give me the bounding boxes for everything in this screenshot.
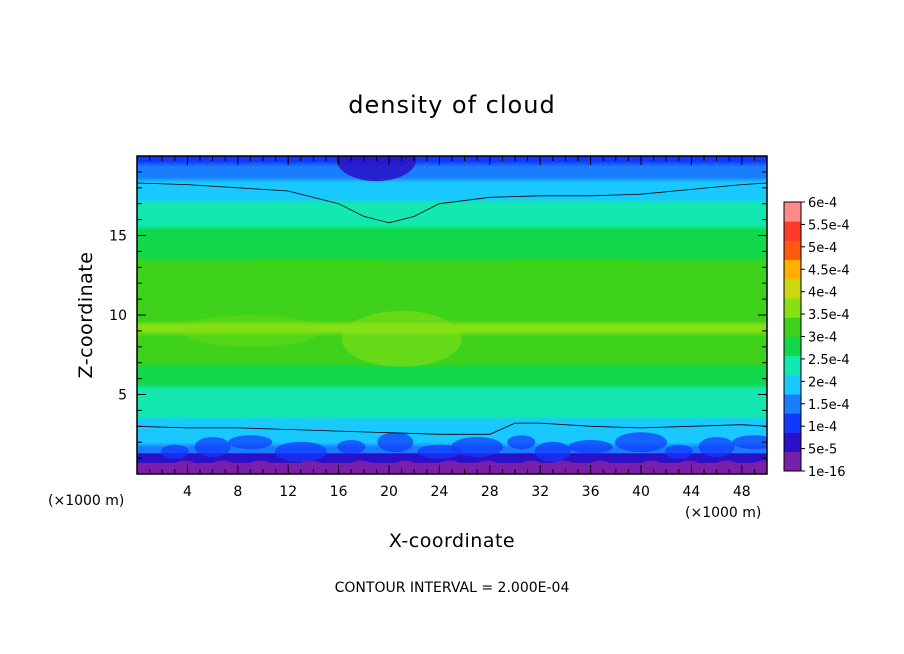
turbulence-blob bbox=[228, 435, 273, 450]
colorbar-label: 5.5e-4 bbox=[808, 218, 850, 233]
turbulence-blob bbox=[698, 436, 735, 457]
turbulence-blob bbox=[337, 439, 366, 454]
x-tick-label: 44 bbox=[682, 484, 700, 500]
ground-blob bbox=[212, 460, 233, 469]
colorbar-swatch bbox=[784, 413, 801, 433]
top-low-density bbox=[336, 156, 417, 182]
contour-lines bbox=[137, 182, 767, 435]
turbulence-blob bbox=[417, 444, 462, 459]
turbulence-blob bbox=[451, 436, 504, 457]
x-tick-label: 32 bbox=[531, 484, 549, 500]
colorbar-swatch bbox=[784, 336, 801, 357]
colorbar-swatch bbox=[784, 202, 801, 222]
y-axis-label: Z-coordinate bbox=[75, 252, 97, 379]
y-tick-label: 15 bbox=[109, 229, 127, 245]
colorbar-swatch bbox=[784, 355, 801, 376]
colorbar-swatch bbox=[784, 240, 801, 261]
colorbar-label: 4.5e-4 bbox=[808, 263, 850, 278]
turbulence-blob bbox=[534, 441, 571, 462]
turbulence-blob bbox=[194, 436, 231, 457]
density-field-detail bbox=[137, 156, 767, 474]
turbulence-blob bbox=[507, 435, 536, 450]
colorbar-label: 1e-4 bbox=[808, 420, 837, 435]
colorbar: 1e-16 5e-5 1e-4 1.5e-4 2e-4 2.5e-4 3e-4 3.5e-4 4… bbox=[783, 196, 850, 480]
turbulence-blob bbox=[615, 432, 667, 453]
colorbar-swatch bbox=[784, 451, 801, 472]
y-tick-label: 5 bbox=[118, 388, 127, 404]
turbulence-blob bbox=[160, 444, 189, 459]
ground-blob bbox=[174, 460, 195, 469]
colorbar-swatch bbox=[784, 394, 801, 414]
colorbar-swatch bbox=[784, 278, 801, 299]
y-tick-label: 10 bbox=[109, 308, 127, 324]
ground-blob bbox=[477, 460, 498, 469]
x-axis-ticks: 4 8 12 16 20 24 28 32 36 40 44 48 bbox=[149, 156, 755, 500]
density-field bbox=[137, 156, 767, 474]
x-tick-label: 20 bbox=[380, 484, 398, 500]
x-tick-label: 24 bbox=[430, 484, 448, 500]
colorbar-label: 1.5e-4 bbox=[808, 398, 850, 413]
x-tick-label: 8 bbox=[233, 484, 242, 500]
ground-blob bbox=[552, 460, 573, 469]
colorbar-swatch bbox=[784, 221, 801, 241]
ground-blob bbox=[590, 460, 611, 469]
plot-area bbox=[137, 156, 767, 474]
x-unit-label-right: (×1000 m) bbox=[685, 505, 761, 521]
ground-blob bbox=[395, 460, 416, 469]
ground-blob bbox=[300, 460, 321, 469]
colorbar-label: 2e-4 bbox=[808, 375, 837, 390]
colorbar-label: 2.5e-4 bbox=[808, 353, 850, 368]
x-tick-label: 16 bbox=[330, 484, 348, 500]
x-tick-label: 40 bbox=[632, 484, 650, 500]
ground-blob bbox=[754, 460, 767, 469]
colorbar-label: 5e-5 bbox=[808, 443, 837, 458]
colorbar-label: 3.5e-4 bbox=[808, 308, 850, 323]
high-density-band bbox=[180, 314, 321, 347]
colorbar-label: 3e-4 bbox=[808, 331, 837, 346]
x-tick-label: 4 bbox=[183, 484, 192, 500]
ground-blob bbox=[250, 460, 271, 469]
turbulence-blob bbox=[664, 444, 693, 459]
contour-line-0 bbox=[137, 422, 767, 435]
ground-blob bbox=[716, 460, 737, 469]
colorbar-label: 5e-4 bbox=[808, 241, 837, 256]
turbulence-blob bbox=[377, 432, 414, 453]
contour-interval-note: CONTOUR INTERVAL = 2.000E-04 bbox=[335, 580, 570, 596]
colorbar-swatch bbox=[784, 374, 801, 395]
ground-blob bbox=[439, 460, 460, 469]
turbulence-blob bbox=[732, 435, 767, 450]
x-tick-label: 48 bbox=[733, 484, 751, 500]
turbulence-blob bbox=[274, 441, 327, 462]
ground-blob bbox=[641, 460, 662, 469]
turbulence-blob bbox=[568, 439, 613, 454]
x-tick-label: 12 bbox=[279, 484, 297, 500]
x-axis-label: X-coordinate bbox=[389, 530, 515, 552]
colorbar-label: 4e-4 bbox=[808, 286, 837, 301]
colorbar-swatch bbox=[784, 317, 801, 337]
y-axis-ticks: 5 10 15 bbox=[109, 171, 767, 459]
contour-line-1 bbox=[137, 182, 767, 224]
x-tick-label: 28 bbox=[481, 484, 499, 500]
x-tick-label: 36 bbox=[582, 484, 600, 500]
ground-blob bbox=[351, 460, 372, 469]
colorbar-label: 1e-16 bbox=[808, 465, 846, 480]
chart-title: density of cloud bbox=[348, 91, 555, 119]
ground-blob bbox=[521, 460, 542, 469]
colorbar-label: 6e-4 bbox=[808, 196, 837, 211]
colorbar-swatch bbox=[784, 298, 801, 318]
ground-blob bbox=[678, 460, 699, 469]
high-density-core bbox=[341, 310, 462, 367]
colorbar-swatch bbox=[784, 259, 801, 280]
colorbar-swatch bbox=[784, 432, 801, 453]
x-unit-label-left: (×1000 m) bbox=[48, 493, 124, 509]
ground-layer bbox=[137, 462, 767, 474]
